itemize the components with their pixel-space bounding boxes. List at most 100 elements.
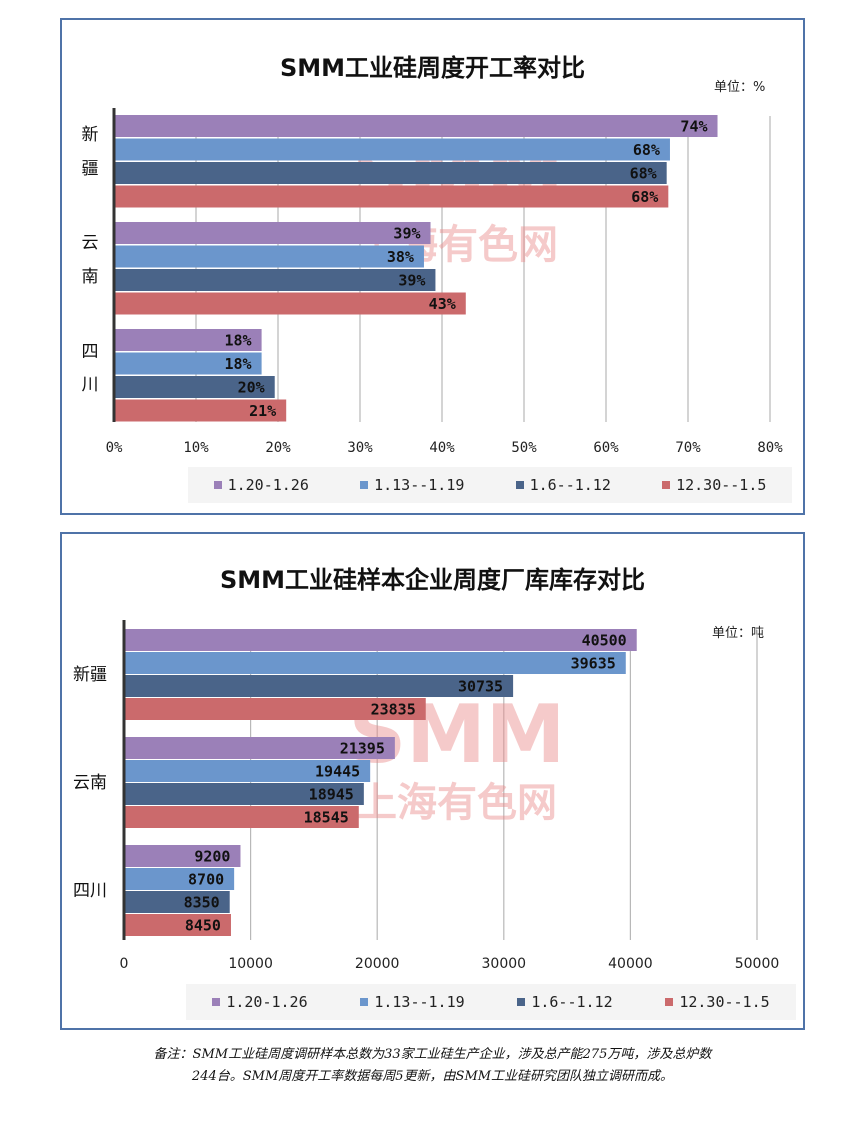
data-label: 9200: [194, 848, 230, 866]
legend-item: 1.20-1.26: [212, 993, 308, 1011]
bar: [114, 115, 718, 137]
legend-item: 1.6--1.12: [515, 476, 611, 494]
unit-label: 单位：%: [714, 80, 766, 95]
operating-rate-chart: SMM上海有色网74%39%18%68%38%18%68%39%20%68%43…: [82, 108, 783, 456]
legend-label: 1.13--1.19: [374, 993, 465, 1011]
data-label: 23835: [371, 701, 416, 719]
chart-legend: 1.20-1.26 1.13--1.19 1.6--1.12 12.30--1.5: [186, 984, 796, 1020]
category-label: 川: [82, 375, 99, 395]
bar: [114, 376, 275, 398]
legend-swatch: [665, 998, 674, 1006]
x-tick-label: 30000: [482, 956, 527, 972]
x-tick-label: 0%: [106, 440, 123, 456]
data-label: 38%: [387, 248, 414, 266]
bar: [114, 245, 424, 268]
chart-title: SMM工业硅样本企业周度厂库库存对比: [219, 566, 646, 594]
bar: [114, 269, 436, 291]
category-label: 新疆: [73, 665, 107, 685]
legend-label: 1.13--1.19: [374, 476, 465, 494]
bar: [114, 329, 262, 351]
bar: [114, 162, 667, 184]
legend-swatch: [515, 481, 524, 489]
bar: [124, 914, 231, 936]
data-label: 18%: [225, 332, 252, 350]
category-label: 新: [82, 125, 99, 145]
legend-item: 1.13--1.19: [360, 476, 464, 494]
data-label: 18945: [309, 786, 354, 804]
legend-item: 12.30--1.5: [665, 993, 770, 1011]
legend-item: 1.6--1.12: [517, 993, 613, 1011]
bar: [114, 185, 669, 208]
data-label: 39%: [398, 272, 425, 290]
category-label: 云南: [73, 773, 107, 793]
bar: [124, 845, 241, 867]
category-label: 疆: [82, 159, 99, 179]
footnote-line-2: 244台。SMM周度开工率数据每周5更新，由SMM工业硅研究团队独立调研而成。: [191, 1069, 674, 1084]
data-label: 68%: [631, 188, 658, 206]
x-tick-label: 50000: [735, 956, 780, 972]
bar: [124, 868, 235, 890]
x-tick-label: 50%: [511, 440, 537, 456]
footnote: 备注：SMM工业硅周度调研样本总数为33家工业硅生产企业，涉及总产能275万吨，…: [60, 1044, 805, 1088]
category-label: 云: [82, 233, 99, 253]
data-label: 20%: [238, 379, 265, 397]
legend-label: 1.20-1.26: [226, 993, 308, 1011]
legend-swatch: [360, 998, 369, 1006]
x-tick-label: 10000: [228, 956, 273, 972]
inventory-chart: SMM上海有色网40500213959200396351944587003073…: [73, 620, 780, 972]
legend-label: 12.30--1.5: [676, 476, 767, 494]
bar: [124, 783, 364, 805]
data-label: 8450: [185, 917, 221, 935]
data-label: 68%: [630, 165, 657, 183]
legend-label: 1.6--1.12: [531, 993, 613, 1011]
data-label: 43%: [429, 295, 456, 313]
legend-label: 1.6--1.12: [529, 476, 611, 494]
bar: [124, 698, 426, 720]
data-label: 39%: [393, 225, 420, 243]
bar: [124, 806, 359, 828]
bar: [114, 222, 431, 244]
data-label: 21395: [340, 740, 385, 758]
legend-swatch: [213, 481, 222, 489]
unit-label: 单位：吨: [712, 626, 765, 641]
data-label: 18545: [304, 809, 349, 827]
legend-item: 1.13--1.19: [360, 993, 465, 1011]
data-label: 68%: [633, 141, 660, 159]
x-tick-label: 70%: [675, 440, 701, 456]
x-tick-label: 20000: [355, 956, 400, 972]
bar: [114, 399, 287, 422]
bar: [124, 737, 395, 759]
bar: [114, 292, 466, 315]
bar: [124, 675, 514, 697]
data-label: 39635: [571, 655, 616, 673]
category-label: 四: [82, 342, 99, 362]
x-tick-label: 20%: [265, 440, 291, 456]
data-label: 30735: [458, 678, 503, 696]
bar: [114, 352, 262, 375]
chart-legend: 1.20-1.26 1.13--1.19 1.6--1.12 12.30--1.5: [188, 467, 792, 503]
data-label: 74%: [680, 118, 707, 136]
data-label: 21%: [249, 402, 276, 420]
watermark-text: 上海有色网: [357, 780, 557, 826]
legend-label: 12.30--1.5: [679, 993, 770, 1011]
data-label: 40500: [582, 632, 627, 650]
legend-item: 1.20-1.26: [213, 476, 309, 494]
x-tick-label: 40%: [429, 440, 455, 456]
x-tick-label: 60%: [593, 440, 619, 456]
bar: [124, 891, 230, 913]
bar: [124, 629, 637, 651]
data-label: 8700: [188, 871, 224, 889]
bar: [124, 652, 626, 674]
legend-swatch: [662, 481, 671, 489]
x-tick-label: 30%: [347, 440, 373, 456]
data-label: 18%: [225, 355, 252, 373]
legend-label: 1.20-1.26: [227, 476, 309, 494]
bar: [114, 138, 670, 161]
legend-swatch: [360, 481, 369, 489]
operating-rate-chart-panel: SMM工业硅周度开工率对比 单位：% SMM上海有色网74%39%18%68%3…: [60, 18, 805, 515]
legend-swatch: [517, 998, 526, 1006]
chart-title: SMM工业硅周度开工率对比: [279, 54, 586, 82]
x-tick-label: 80%: [757, 440, 783, 456]
x-tick-label: 40000: [608, 956, 653, 972]
footnote-line-1: 备注：SMM工业硅周度调研样本总数为33家工业硅生产企业，涉及总产能275万吨，…: [153, 1047, 712, 1062]
